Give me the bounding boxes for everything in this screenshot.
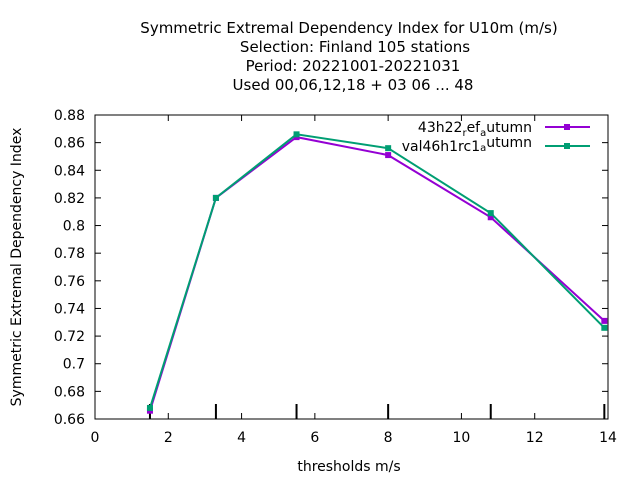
x-tick-label: 10	[453, 430, 471, 446]
legend-marker-2	[564, 143, 570, 149]
x-tick-label: 4	[237, 430, 246, 446]
x-tick-label: 2	[164, 430, 173, 446]
legend-label-2: val46h1rc1autumn	[402, 135, 532, 155]
title-line-1: Symmetric Extremal Dependency Index for …	[140, 19, 557, 37]
series-line-2	[149, 133, 606, 409]
y-tick-label: 0.86	[54, 136, 85, 152]
legend: 43h22refautumn val46h1rc1autumn	[402, 120, 590, 155]
y-tick-label: 0.66	[54, 412, 85, 428]
y-tick-label: 0.74	[54, 301, 85, 317]
series-point-2	[146, 404, 153, 411]
x-tick-label: 12	[526, 430, 544, 446]
y-axis-label: Symmetric Extremal Dependency Index	[9, 128, 25, 407]
threshold-marks	[148, 404, 606, 419]
x-tick-label: 6	[310, 430, 319, 446]
title-line-3: Period: 20221001-20221031	[246, 57, 461, 75]
legend-marker-1	[564, 124, 570, 130]
y-tick-label: 0.88	[54, 108, 85, 124]
x-tick-label: 8	[384, 430, 393, 446]
series-point-1	[601, 317, 608, 324]
x-axis-label: thresholds m/s	[297, 459, 400, 475]
series-point-2	[601, 324, 608, 331]
y-tick-label: 0.84	[54, 163, 85, 179]
series-line-1	[149, 136, 605, 411]
x-axis-ticks: 0 2 4 6 8 10 12 14	[91, 115, 617, 446]
y-tick-label: 0.72	[54, 329, 85, 345]
y-tick-label: 0.7	[63, 357, 85, 373]
series-point-1	[385, 152, 392, 159]
series-point-2	[385, 145, 392, 152]
y-tick-label: 0.76	[54, 274, 85, 290]
series-point-2	[487, 210, 494, 217]
y-axis-ticks: 0.66 0.68 0.7 0.72 0.74 0.76 0.78 0.8 0.82 0.84 0.…	[54, 108, 608, 428]
chart-title: Symmetric Extremal Dependency Index for …	[140, 19, 557, 94]
title-line-2: Selection: Finland 105 stations	[240, 38, 470, 56]
series-layer	[146, 131, 608, 414]
series-point-2	[212, 194, 219, 201]
y-tick-label: 0.82	[54, 191, 85, 207]
y-tick-label: 0.8	[63, 219, 85, 235]
series-point-1	[487, 214, 494, 221]
legend-entry-2: val46h1rc1autumn	[402, 135, 590, 155]
legend-entry-1: 43h22refautumn	[418, 120, 590, 139]
plot-frame	[94, 114, 609, 420]
x-tick-label: 0	[91, 430, 100, 446]
title-line-4: Used 00,06,12,18 + 03 06 ... 48	[233, 76, 474, 94]
series-point-2	[293, 131, 300, 138]
y-tick-label: 0.78	[54, 246, 85, 262]
x-tick-label: 14	[599, 430, 617, 446]
y-tick-label: 0.68	[54, 384, 85, 400]
legend-label-1: 43h22refautumn	[418, 120, 532, 139]
